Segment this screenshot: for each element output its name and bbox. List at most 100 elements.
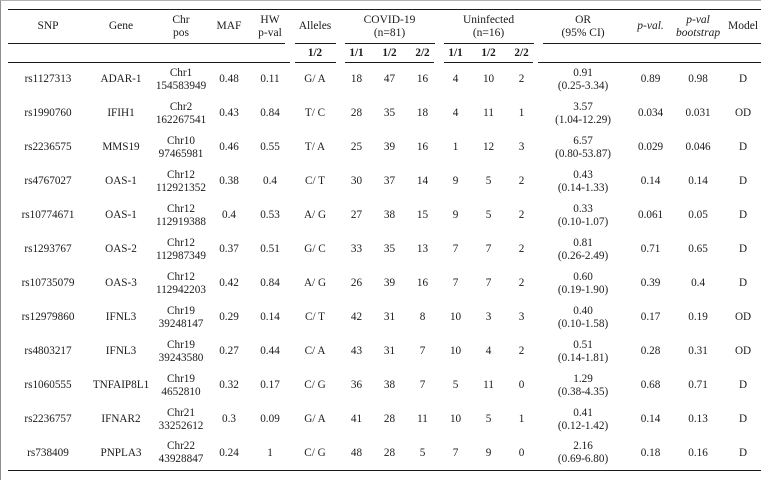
covid-11-cell: 25 [350, 141, 363, 153]
uninfected-12-cell: 5 [485, 209, 492, 221]
maf-cell: 0.43 [219, 107, 239, 119]
col-header-snp: SNP [8, 9, 88, 44]
uninfected-12-cell: 9 [472, 436, 506, 471]
snp-cell: rs738409 [8, 436, 88, 471]
table-row: rs10774671 OAS-1 Chr12 112919388 0.4 0.5… [8, 199, 761, 233]
hw-pval-cell: 0.51 [260, 243, 280, 255]
covid-11-cell: 42 [350, 311, 363, 323]
uninfected-22-cell: 2 [518, 345, 525, 357]
covid-22-cell: 5 [406, 436, 440, 471]
uninfected-22-cell: 0 [505, 436, 539, 471]
col-group-covid: COVID-19 (n=81) [340, 9, 440, 44]
chr-pos-cell: Chr2 162267541 [155, 100, 207, 126]
model-cell: D [723, 436, 761, 471]
hw-pval-cell: 0.4 [263, 175, 277, 187]
uninfected-11-cell: 7 [452, 277, 459, 289]
uninfected-22-cell: 3 [518, 141, 525, 153]
pval-cell: 0.14 [640, 413, 661, 425]
alleles-cell: A/ G [303, 209, 327, 221]
snp-cell: rs4767027 [24, 175, 72, 187]
hw-pval-cell: 1 [250, 436, 290, 471]
chr-pos-cell: Chr21 33252612 [158, 406, 204, 432]
pval-cell: 0.18 [628, 436, 674, 471]
uninfected-22-cell: 2 [518, 73, 525, 85]
pval-bootstrap-cell: 0.046 [685, 141, 711, 153]
uninfected-22-cell: 0 [518, 379, 525, 391]
subheader-spacer-left [8, 43, 290, 63]
gene-cell: OAS-3 [105, 277, 137, 289]
gene-cell: MMS19 [102, 141, 140, 153]
pval-cell: 0.71 [640, 243, 661, 255]
pval-bootstrap-cell: 0.98 [688, 73, 708, 85]
uninfected-12-cell: 7 [485, 243, 492, 255]
uninfected-11-cell: 5 [452, 379, 459, 391]
covid-12-cell: 37 [383, 175, 396, 187]
maf-cell: 0.42 [219, 277, 239, 289]
table-row: rs738409 PNPLA3 Chr22 43928847 0.24 1 C/… [8, 436, 761, 471]
maf-cell: 0.4 [222, 209, 236, 221]
subheader-uninfected-12: 1/2 [472, 43, 506, 63]
covid-22-cell: 15 [416, 209, 429, 221]
hw-pval-cell: 0.53 [260, 209, 280, 221]
alleles-cell: T/ A [304, 141, 326, 153]
uninfected-12-cell: 11 [483, 107, 494, 119]
or-ci-cell: 0.51 (0.14-1.81) [557, 338, 609, 364]
maf-cell: 0.32 [219, 379, 239, 391]
snp-association-table: SNP Gene Chr pos MAF HW p-val Alleles CO… [8, 9, 761, 471]
or-ci-cell: 3.57 (1.04-12.29) [555, 100, 612, 126]
uninfected-22-cell: 2 [518, 243, 525, 255]
covid-22-cell: 13 [416, 243, 429, 255]
covid-12-cell: 35 [383, 107, 396, 119]
model-cell: D [739, 413, 748, 425]
pval-bootstrap-cell: 0.05 [688, 209, 708, 221]
model-cell: D [739, 243, 748, 255]
covid-11-cell: 33 [350, 243, 363, 255]
uninfected-12-cell: 10 [482, 73, 495, 85]
table-row: rs4767027 OAS-1 Chr12 112921352 0.38 0.4… [8, 165, 761, 199]
or-ci-cell: 0.41 (0.12-1.42) [557, 406, 609, 432]
covid-22-cell: 16 [416, 73, 429, 85]
covid-12-cell: 35 [383, 243, 396, 255]
subheader-alleles-12: 1/2 [290, 43, 340, 63]
snp-cell: rs2236757 [24, 413, 72, 425]
col-header-hw-pval: HW p-val [250, 9, 290, 44]
col-group-uninfected: Uninfected (n=16) [439, 9, 539, 44]
chr-pos-cell: Chr12 112921352 [156, 168, 206, 194]
covid-22-cell: 18 [416, 107, 429, 119]
covid-11-cell: 30 [350, 175, 363, 187]
pval-cell: 0.89 [640, 73, 661, 85]
gene-cell: IFIH1 [107, 107, 135, 119]
pval-cell: 0.029 [637, 141, 664, 153]
hw-pval-cell: 0.84 [260, 277, 280, 289]
maf-cell: 0.24 [208, 436, 250, 471]
covid-22-cell: 16 [416, 277, 429, 289]
table-row: rs12979860 IFNL3 Chr19 39248147 0.29 0.1… [8, 301, 761, 335]
covid-11-cell: 27 [350, 209, 363, 221]
covid-11-cell: 41 [350, 413, 363, 425]
snp-cell: rs2236575 [24, 141, 72, 153]
hw-pval-cell: 0.84 [260, 107, 280, 119]
chr-pos-cell: Chr12 112919388 [156, 202, 206, 228]
or-ci-cell: 0.40 (0.10-1.58) [557, 304, 609, 330]
covid-22-cell: 8 [419, 311, 426, 323]
col-header-pval-bootstrap: p-val bootstrap [673, 9, 724, 44]
uninfected-11-cell: 4 [452, 107, 459, 119]
table-row: rs2236575 MMS19 Chr10 97465981 0.46 0.55… [8, 131, 761, 165]
covid-12-cell: 31 [383, 311, 396, 323]
uninfected-11-cell: 9 [452, 209, 459, 221]
covid-22-cell: 7 [419, 379, 426, 391]
alleles-cell: T/ C [304, 107, 326, 119]
covid-11-cell: 26 [350, 277, 363, 289]
covid-22-cell: 11 [417, 413, 428, 425]
pval-cell: 0.28 [640, 345, 661, 357]
gene-cell: IFNL3 [105, 311, 137, 323]
model-cell: OD [734, 311, 752, 323]
col-header-pval: p-val. [628, 9, 674, 44]
chr-pos-cell: Chr10 97465981 [158, 134, 204, 160]
pval-bootstrap-cell: 0.19 [688, 311, 708, 323]
snp-cell: rs10774671 [21, 209, 75, 221]
snp-cell: rs1293767 [24, 243, 72, 255]
covid-12-cell: 47 [383, 73, 396, 85]
uninfected-12-cell: 12 [482, 141, 495, 153]
uninfected-12-cell: 5 [485, 413, 492, 425]
